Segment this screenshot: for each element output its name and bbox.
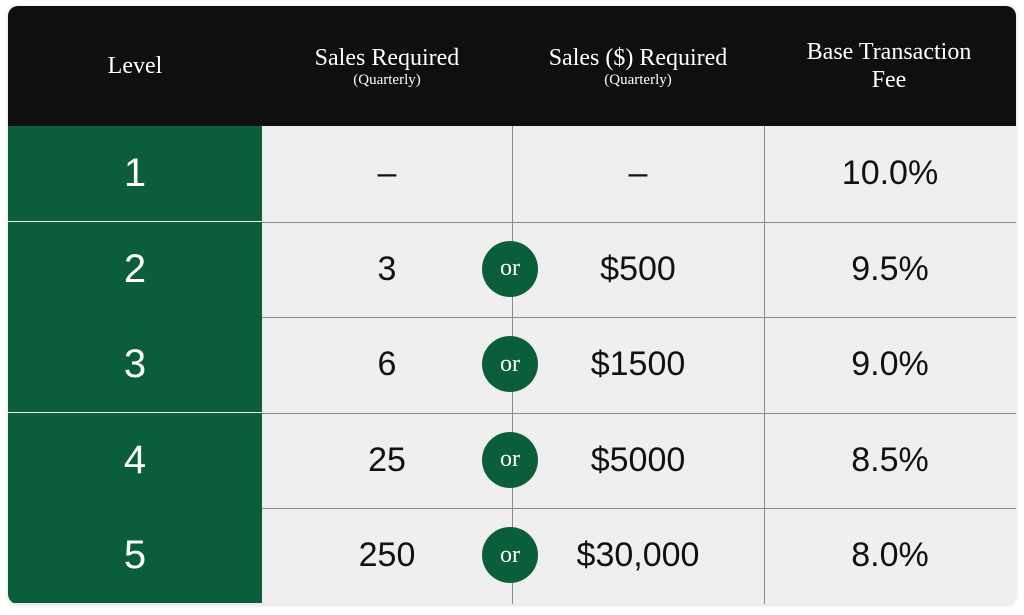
table-row: 2 3 $500 9.5% or xyxy=(8,221,1016,317)
header-cell: Base Transaction Fee xyxy=(794,6,984,126)
or-badge: or xyxy=(482,240,538,297)
fee-cell: 8.5% xyxy=(851,440,929,479)
or-badge: or xyxy=(482,336,538,393)
level-cell: 4 xyxy=(8,412,262,508)
dollars-cell: $1500 xyxy=(590,345,686,384)
header-cell: Sales ($) Required (Quarterly) xyxy=(512,6,764,126)
header-subtitle: (Quarterly) xyxy=(353,72,421,88)
sales-cell: 3 xyxy=(377,249,397,288)
sales-cell: 250 xyxy=(358,536,416,575)
column-divider xyxy=(764,126,765,604)
table-row: 5 250 $30,000 8.0% or xyxy=(8,508,1016,604)
fee-cell: 9.0% xyxy=(851,345,929,384)
dollars-cell: $500 xyxy=(600,249,676,288)
header-title: Base Transaction Fee xyxy=(806,39,972,93)
or-badge: or xyxy=(482,527,538,584)
header-subtitle: (Quarterly) xyxy=(604,72,672,88)
fee-cell: 10.0% xyxy=(841,154,939,192)
header-title: Sales Required xyxy=(314,45,460,71)
dollars-cell: $5000 xyxy=(590,440,686,479)
table-row: 4 25 $5000 8.5% or xyxy=(8,412,1016,508)
fee-table: Level Sales Required (Quarterly) Sales (… xyxy=(8,6,1016,604)
table-row: 3 6 $1500 9.0% or xyxy=(8,317,1016,413)
level-cell: 2 xyxy=(8,221,262,317)
header-cell: Level xyxy=(8,6,262,126)
sales-cell: 6 xyxy=(377,345,397,384)
table-header: Level Sales Required (Quarterly) Sales (… xyxy=(8,6,1016,126)
dollars-cell: – xyxy=(628,154,648,192)
level-cell: 5 xyxy=(8,508,262,604)
or-badge: or xyxy=(482,431,538,488)
header-cell: Sales Required (Quarterly) xyxy=(262,6,512,126)
header-title: Sales ($) Required xyxy=(548,45,728,71)
header-title: Level xyxy=(107,53,163,79)
fee-cell: 9.5% xyxy=(851,249,929,288)
table-row: 1 – – 10.0% xyxy=(8,126,1016,221)
fee-cell: 8.0% xyxy=(851,536,929,575)
level-cell: 1 xyxy=(8,126,262,221)
sales-cell: 25 xyxy=(368,440,406,479)
level-cell: 3 xyxy=(8,317,262,413)
dollars-cell: $30,000 xyxy=(576,536,700,575)
sales-cell: – xyxy=(377,154,397,192)
